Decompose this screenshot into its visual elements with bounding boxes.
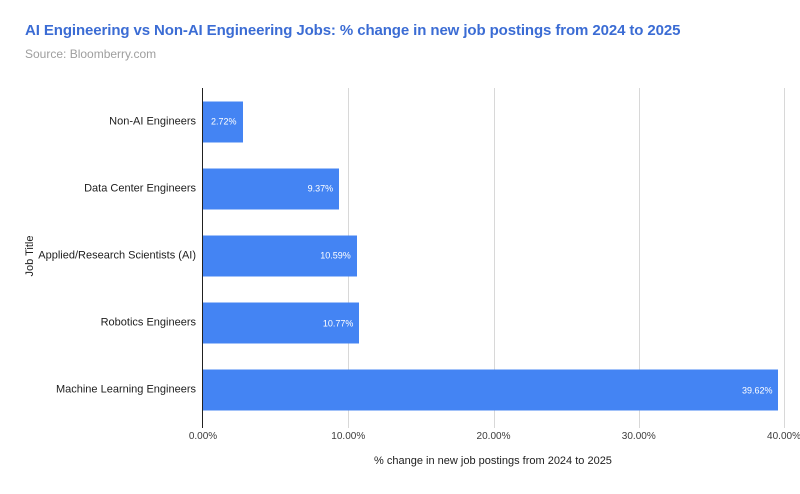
category-label: Machine Learning Engineers bbox=[55, 383, 196, 396]
gridline bbox=[493, 88, 495, 428]
bar-value-label: 2.72% bbox=[210, 116, 237, 127]
x-tick-label: 40.00% bbox=[767, 431, 800, 442]
x-tick-label: 10.00% bbox=[331, 431, 366, 442]
gridline bbox=[638, 88, 640, 428]
y-axis-title: Job Title bbox=[24, 235, 36, 277]
bar: 2.72% bbox=[203, 101, 243, 143]
chart-row: Machine Learning Engineers 39.62% bbox=[56, 357, 784, 424]
x-tick-label: 20.00% bbox=[476, 431, 511, 442]
bar: 10.77% bbox=[203, 302, 360, 344]
category-label: Applied/Research Scientists (AI) bbox=[38, 249, 196, 262]
bar: 9.37% bbox=[203, 168, 340, 210]
chart-source: Source: Bloomberry.com bbox=[25, 47, 157, 61]
category-label: Robotics Engineers bbox=[100, 316, 196, 329]
bar-value-label: 39.62% bbox=[741, 385, 773, 396]
chart-row: Data Center Engineers 9.37% bbox=[84, 155, 784, 222]
category-label: Non-AI Engineers bbox=[109, 115, 196, 128]
x-axis-tick-zero bbox=[202, 424, 203, 428]
chart-title: AI Engineering vs Non-AI Engineering Job… bbox=[25, 22, 681, 39]
chart-row: Applied/Research Scientists (AI) 10.59% bbox=[38, 222, 784, 289]
bar: 10.59% bbox=[203, 235, 357, 277]
bar-value-label: 10.77% bbox=[322, 318, 354, 329]
bar: 39.62% bbox=[203, 369, 779, 411]
plot-area: 0.00% 10.00% 20.00% 30.00% 40.00% Non-AI Engi… bbox=[38, 88, 800, 442]
bar-value-label: 10.59% bbox=[320, 250, 351, 261]
x-axis-title: % change in new job postings from 2024 t… bbox=[374, 455, 612, 467]
category-label: Data Center Engineers bbox=[84, 182, 196, 195]
gridline bbox=[784, 88, 785, 428]
chart-row: Non-AI Engineers 2.72% bbox=[109, 88, 784, 155]
x-tick-label: 30.00% bbox=[621, 431, 656, 442]
x-tick-label: 0.00% bbox=[188, 431, 218, 442]
bar-value-label: 9.37% bbox=[307, 183, 334, 194]
chart-row: Robotics Engineers 10.77% bbox=[101, 290, 784, 357]
